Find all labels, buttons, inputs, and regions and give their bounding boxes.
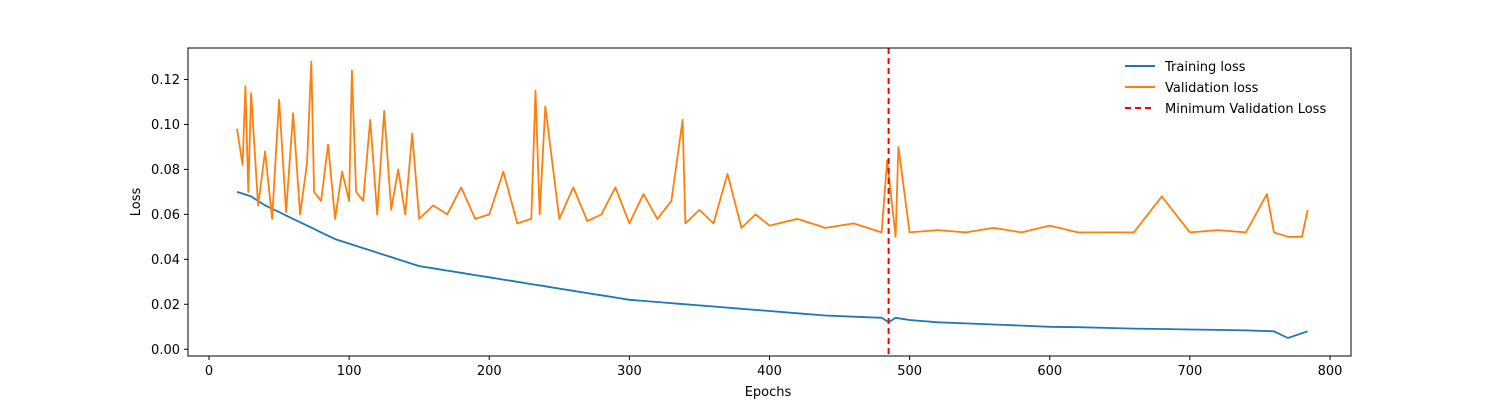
x-tick-label: 600 xyxy=(1037,364,1062,379)
y-axis: 0.00 0.02 0.04 0.06 0.08 0.10 0.12 xyxy=(151,73,188,358)
x-tick-label: 300 xyxy=(617,364,642,379)
legend: Training loss Validation loss Minimum Va… xyxy=(1125,60,1326,117)
y-tick-label: 0.10 xyxy=(151,118,180,133)
x-tick-label: 700 xyxy=(1177,364,1202,379)
series-layer xyxy=(236,60,1309,339)
y-tick-label: 0.02 xyxy=(151,298,180,313)
y-tick-label: 0.04 xyxy=(151,253,180,268)
y-tick-label: 0.12 xyxy=(151,73,180,88)
series-line-validation-loss xyxy=(236,60,1309,238)
y-tick-label: 0.00 xyxy=(151,343,180,358)
x-tick-label: 400 xyxy=(757,364,782,379)
legend-label-training: Training loss xyxy=(1164,60,1246,75)
x-tick-label: 200 xyxy=(477,364,502,379)
legend-label-validation: Validation loss xyxy=(1165,81,1259,96)
x-tick-label: 100 xyxy=(337,364,362,379)
series-line-training-loss xyxy=(236,191,1308,339)
x-axis: 0 100 200 300 400 500 600 700 800 xyxy=(205,356,1343,379)
x-axis-label: Epochs xyxy=(745,385,792,400)
legend-label-min-validation: Minimum Validation Loss xyxy=(1165,102,1326,117)
x-tick-label: 0 xyxy=(205,364,213,379)
y-axis-label: Loss xyxy=(129,188,144,217)
y-tick-label: 0.06 xyxy=(151,208,180,223)
x-tick-label: 500 xyxy=(897,364,922,379)
x-tick-label: 800 xyxy=(1318,364,1343,379)
y-tick-label: 0.08 xyxy=(151,163,180,178)
